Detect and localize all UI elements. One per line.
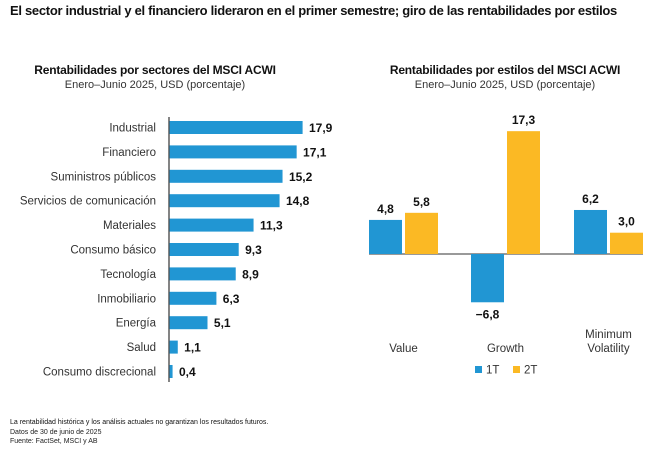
value-label: 0,4 [179, 365, 196, 379]
value-label: 3,0 [618, 215, 635, 229]
category-label: Tecnología [100, 269, 156, 281]
value-label: 9,3 [245, 243, 262, 257]
footer-disclaimer: La rentabilidad histórica y los análisis… [10, 419, 269, 426]
bar-4 [169, 218, 254, 232]
legend-swatch-1T [475, 366, 482, 373]
category-label: Volatility [587, 343, 629, 355]
bar-1T-0 [369, 219, 402, 254]
value-label: 1,1 [184, 341, 201, 355]
bar-1 [169, 145, 297, 159]
value-label: 4,8 [377, 202, 394, 216]
value-label: 15,2 [289, 170, 313, 184]
left-chart-subtitle: Enero–Junio 2025, USD (porcentaje) [64, 79, 246, 91]
legend: 1T 2T [475, 365, 537, 377]
bar-5 [169, 243, 239, 256]
value-label: 5,8 [413, 195, 430, 209]
sector-bar-chart: Industrial 17,9 Financiero 17,1 Suministros … [20, 117, 333, 382]
category-label: Suministros públicos [51, 171, 157, 183]
bar-1T-1 [471, 254, 504, 303]
legend-label: 1T [486, 365, 499, 377]
bar-10 [169, 365, 173, 378]
right-chart-subtitle: Enero–Junio 2025, USD (porcentaje) [414, 79, 596, 91]
category-label: Financiero [102, 147, 156, 159]
bar-2 [169, 169, 283, 183]
category-label: Industrial [109, 123, 156, 135]
category-label: Consumo básico [70, 245, 156, 257]
value-label: 5,1 [214, 316, 231, 330]
bar-8 [169, 316, 208, 330]
footer-date: Datos de 30 de junio de 2025 [10, 428, 102, 436]
bar-1T-2 [574, 209, 607, 254]
value-label: 11,3 [260, 219, 283, 233]
footer-source: Fuente: FactSet, MSCI y AB [10, 438, 98, 445]
bar-2T-0 [405, 212, 438, 254]
category-label: Materiales [103, 220, 156, 232]
legend-swatch-2T [513, 366, 520, 373]
bar-9 [169, 340, 178, 354]
category-label: Servicios de comunicación [20, 196, 156, 208]
bar-3 [169, 194, 280, 208]
value-label: 8,9 [242, 267, 259, 281]
category-label: Consumo discrecional [43, 367, 156, 379]
value-label: 6,2 [582, 192, 599, 206]
category-label: Growth [487, 343, 524, 355]
style-bar-chart: 4,8 −6,8 6,2 5,8 17,3 3,0 Value Growth Minimum Vo… [369, 113, 643, 377]
value-label: −6,8 [476, 307, 500, 321]
value-label: 14,8 [286, 194, 310, 208]
category-label: Energía [116, 318, 157, 330]
main-title: El sector industrial y el financiero lid… [10, 3, 617, 18]
category-label: Salud [127, 342, 156, 354]
value-label: 17,9 [309, 121, 333, 135]
right-chart-title: Rentabilidades por estilos del MSCI ACWI [389, 63, 621, 77]
bar-7 [169, 291, 217, 305]
left-chart-title: Rentabilidades por sectores del MSCI ACW… [34, 63, 276, 77]
category-label: Minimum [585, 329, 632, 341]
value-label: 17,3 [512, 113, 536, 127]
value-label: 6,3 [223, 292, 240, 306]
bar-6 [169, 267, 236, 281]
category-label: Inmobiliario [97, 293, 156, 305]
category-label: Value [389, 343, 418, 355]
bar-2T-2 [610, 232, 643, 254]
value-label: 17,1 [303, 145, 327, 159]
legend-label: 2T [524, 365, 537, 377]
footer: La rentabilidad histórica y los análisis… [10, 418, 268, 447]
bar-0 [169, 121, 303, 134]
bar-2T-1 [507, 131, 540, 254]
